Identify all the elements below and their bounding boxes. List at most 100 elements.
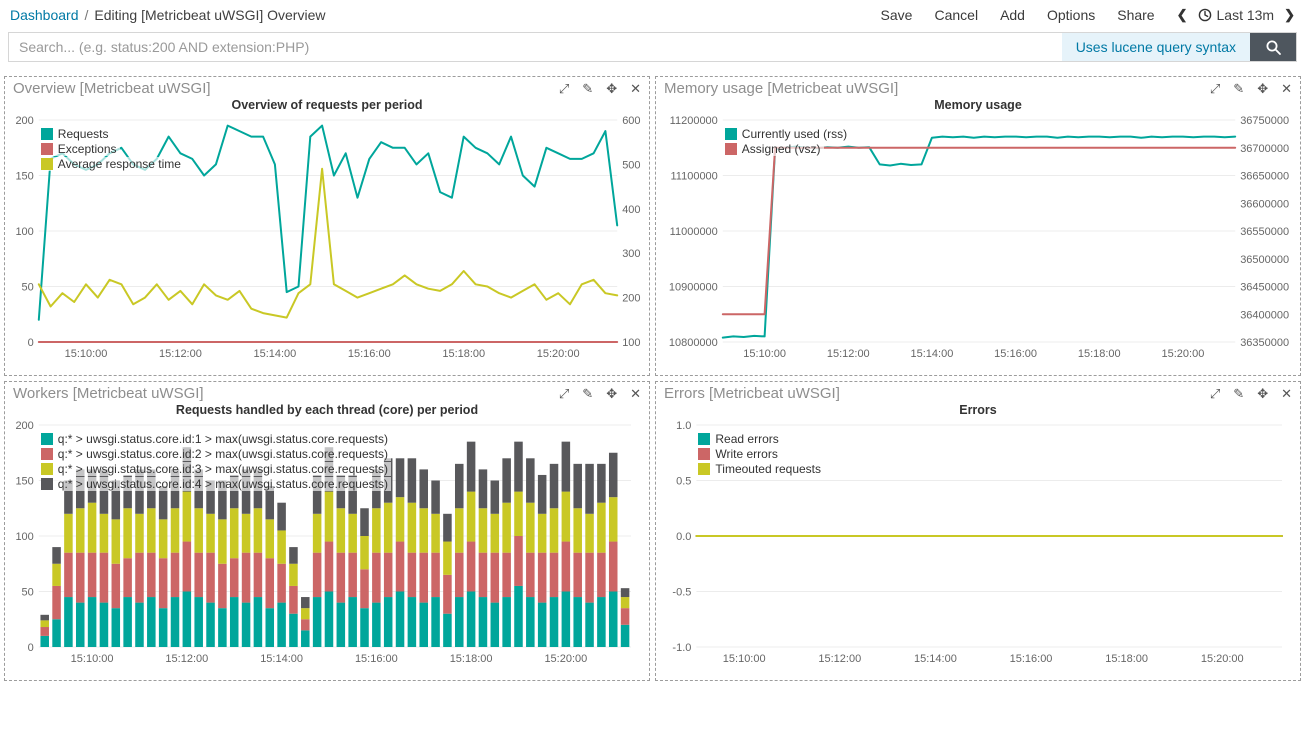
svg-text:36650000: 36650000 — [1240, 171, 1289, 183]
legend-item[interactable]: q:* > uwsgi.status.core.id:4 > max(uwsgi… — [40, 477, 391, 491]
svg-text:36600000: 36600000 — [1240, 198, 1289, 210]
move-icon[interactable]: ✥ — [1257, 81, 1269, 96]
cancel-button[interactable]: Cancel — [934, 7, 979, 23]
chart-title: Memory usage — [934, 98, 1022, 112]
legend-item[interactable]: q:* > uwsgi.status.core.id:1 > max(uwsgi… — [40, 432, 391, 446]
share-button[interactable]: Share — [1117, 7, 1155, 23]
move-icon[interactable]: ✥ — [606, 81, 618, 96]
svg-text:11100000: 11100000 — [670, 171, 717, 183]
edit-icon[interactable]: ✎ — [1233, 386, 1245, 401]
legend-swatch-icon — [698, 433, 711, 445]
panel-workers: Workers [Metricbeat uWSGI] ⤢ ✎ ✥ ✕ Reque… — [4, 381, 650, 681]
legend-item[interactable]: q:* > uwsgi.status.core.id:3 > max(uwsgi… — [40, 462, 391, 476]
svg-text:36450000: 36450000 — [1240, 282, 1289, 294]
svg-text:15:16:00: 15:16:00 — [1010, 653, 1053, 665]
svg-text:15:18:00: 15:18:00 — [442, 348, 485, 360]
legend-swatch-icon — [40, 128, 53, 140]
chart-legend: q:* > uwsgi.status.core.id:1 > max(uwsgi… — [40, 432, 391, 491]
lucene-syntax-link[interactable]: Uses lucene query syntax — [1061, 33, 1250, 61]
legend-swatch-icon — [40, 143, 53, 155]
svg-text:36700000: 36700000 — [1240, 143, 1289, 155]
svg-text:15:10:00: 15:10:00 — [723, 653, 766, 665]
chart-title: Requests handled by each thread (core) p… — [175, 403, 479, 417]
search-icon — [1266, 40, 1281, 55]
svg-text:15:18:00: 15:18:00 — [1078, 348, 1121, 360]
svg-text:15:14:00: 15:14:00 — [914, 653, 957, 665]
svg-text:0.5: 0.5 — [676, 476, 691, 488]
svg-text:15:12:00: 15:12:00 — [165, 653, 208, 665]
time-prev-icon[interactable]: ❮ — [1176, 7, 1188, 22]
svg-text:0: 0 — [28, 642, 34, 654]
legend-item[interactable]: Timeouted requests — [698, 462, 824, 476]
legend-swatch-icon — [40, 433, 53, 445]
svg-text:10900000: 10900000 — [669, 282, 718, 294]
edit-icon[interactable]: ✎ — [582, 386, 594, 401]
close-icon[interactable]: ✕ — [630, 386, 641, 401]
expand-icon[interactable]: ⤢ — [558, 81, 570, 96]
chart-title: Errors — [959, 403, 997, 417]
edit-icon[interactable]: ✎ — [1233, 81, 1245, 96]
add-button[interactable]: Add — [1000, 7, 1025, 23]
panel-title: Workers [Metricbeat uWSGI] — [13, 385, 204, 402]
svg-text:10800000: 10800000 — [669, 337, 718, 349]
breadcrumb-dashboard-link[interactable]: Dashboard — [10, 7, 79, 23]
close-icon[interactable]: ✕ — [630, 81, 641, 96]
legend-item[interactable]: Average response time — [40, 157, 184, 171]
svg-text:36550000: 36550000 — [1240, 226, 1289, 238]
svg-text:15:12:00: 15:12:00 — [159, 348, 202, 360]
legend-label: q:* > uwsgi.status.core.id:1 > max(uwsgi… — [57, 432, 388, 446]
svg-text:200: 200 — [15, 115, 33, 127]
svg-text:-0.5: -0.5 — [672, 587, 691, 599]
svg-text:11000000: 11000000 — [670, 226, 718, 238]
search-bar: Uses lucene query syntax — [8, 32, 1297, 62]
svg-text:-1.0: -1.0 — [672, 642, 691, 654]
svg-text:300: 300 — [622, 248, 640, 260]
nav-actions: Save Cancel Add Options Share ❮ Last 13m… — [881, 7, 1295, 23]
legend-item[interactable]: Write errors — [698, 447, 781, 461]
legend-swatch-icon — [698, 463, 711, 475]
panel-actions: ⤢ ✎ ✥ ✕ — [559, 387, 641, 400]
time-next-icon[interactable]: ❯ — [1284, 7, 1295, 22]
svg-text:15:12:00: 15:12:00 — [827, 348, 870, 360]
svg-text:15:10:00: 15:10:00 — [65, 348, 108, 360]
legend-item[interactable]: Read errors — [698, 432, 782, 446]
svg-text:15:10:00: 15:10:00 — [743, 348, 786, 360]
top-nav: Dashboard / Editing [Metricbeat uWSGI] O… — [0, 0, 1305, 30]
time-range-button[interactable]: Last 13m — [1198, 7, 1274, 23]
svg-text:400: 400 — [622, 204, 640, 216]
search-button[interactable] — [1250, 33, 1296, 61]
expand-icon[interactable]: ⤢ — [558, 386, 570, 401]
expand-icon[interactable]: ⤢ — [1209, 386, 1221, 401]
panel-header: Overview [Metricbeat uWSGI] ⤢ ✎ ✥ ✕ — [5, 77, 649, 97]
svg-text:100: 100 — [15, 226, 33, 238]
options-button[interactable]: Options — [1046, 7, 1096, 23]
legend-item[interactable]: Exceptions — [40, 142, 120, 156]
move-icon[interactable]: ✥ — [1257, 386, 1269, 401]
svg-text:15:16:00: 15:16:00 — [348, 348, 391, 360]
legend-label: Exceptions — [57, 142, 117, 156]
save-button[interactable]: Save — [880, 7, 913, 23]
move-icon[interactable]: ✥ — [606, 386, 618, 401]
edit-icon[interactable]: ✎ — [582, 81, 594, 96]
panel-errors: Errors [Metricbeat uWSGI] ⤢ ✎ ✥ ✕ Errors… — [655, 381, 1301, 681]
svg-text:200: 200 — [15, 420, 33, 432]
legend-item[interactable]: q:* > uwsgi.status.core.id:2 > max(uwsgi… — [40, 447, 391, 461]
legend-label: Average response time — [57, 157, 181, 171]
legend-item[interactable]: Requests — [40, 127, 112, 141]
svg-text:600: 600 — [622, 115, 640, 127]
svg-text:15:14:00: 15:14:00 — [911, 348, 954, 360]
legend-item[interactable]: Currently used (rss) — [724, 127, 851, 141]
legend-swatch-icon — [724, 128, 737, 140]
search-input[interactable] — [9, 33, 1062, 61]
expand-icon[interactable]: ⤢ — [1209, 81, 1221, 96]
close-icon[interactable]: ✕ — [1281, 386, 1292, 401]
legend-item[interactable]: Assigned (vsz) — [724, 142, 824, 156]
legend-swatch-icon — [724, 143, 737, 155]
svg-text:100: 100 — [622, 337, 640, 349]
workers-requests-chart: 200 150 100 50 0 15:10:00 15:12:00 15:14:00 15:1… — [15, 420, 631, 665]
dashboard-grid: Overview [Metricbeat uWSGI] ⤢ ✎ ✥ ✕ Over… — [0, 66, 1305, 685]
panel-title: Errors [Metricbeat uWSGI] — [664, 385, 840, 402]
svg-text:15:20:00: 15:20:00 — [1201, 653, 1244, 665]
legend-label: Read errors — [715, 432, 779, 446]
close-icon[interactable]: ✕ — [1281, 81, 1292, 96]
